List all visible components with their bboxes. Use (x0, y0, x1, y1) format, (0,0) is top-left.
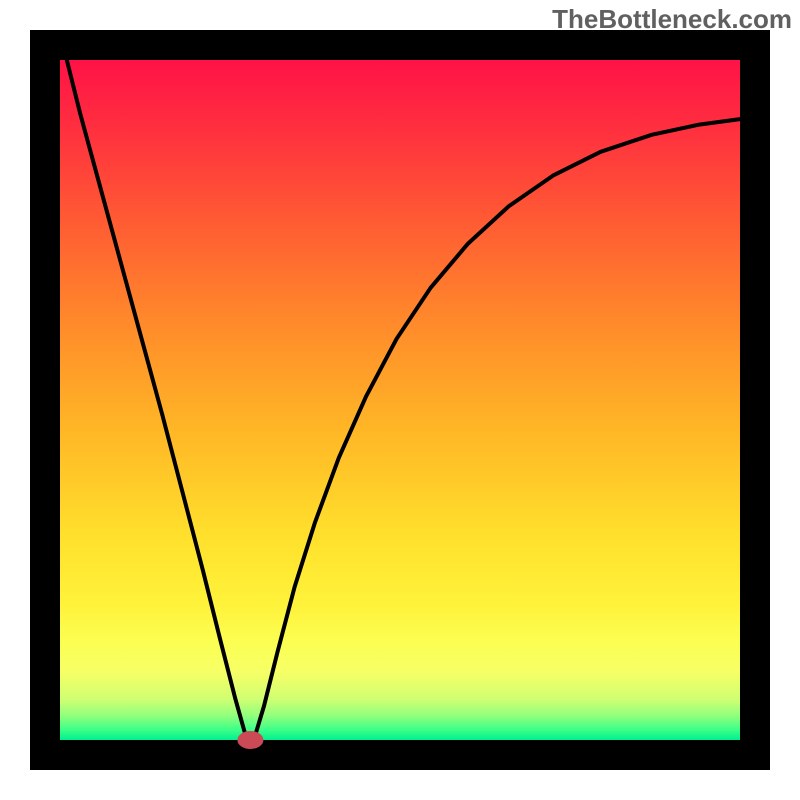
watermark-text: TheBottleneck.com (552, 4, 792, 35)
gradient-background (60, 60, 740, 740)
chart-svg (0, 0, 800, 800)
chart-container: TheBottleneck.com (0, 0, 800, 800)
optimum-marker (237, 731, 263, 749)
